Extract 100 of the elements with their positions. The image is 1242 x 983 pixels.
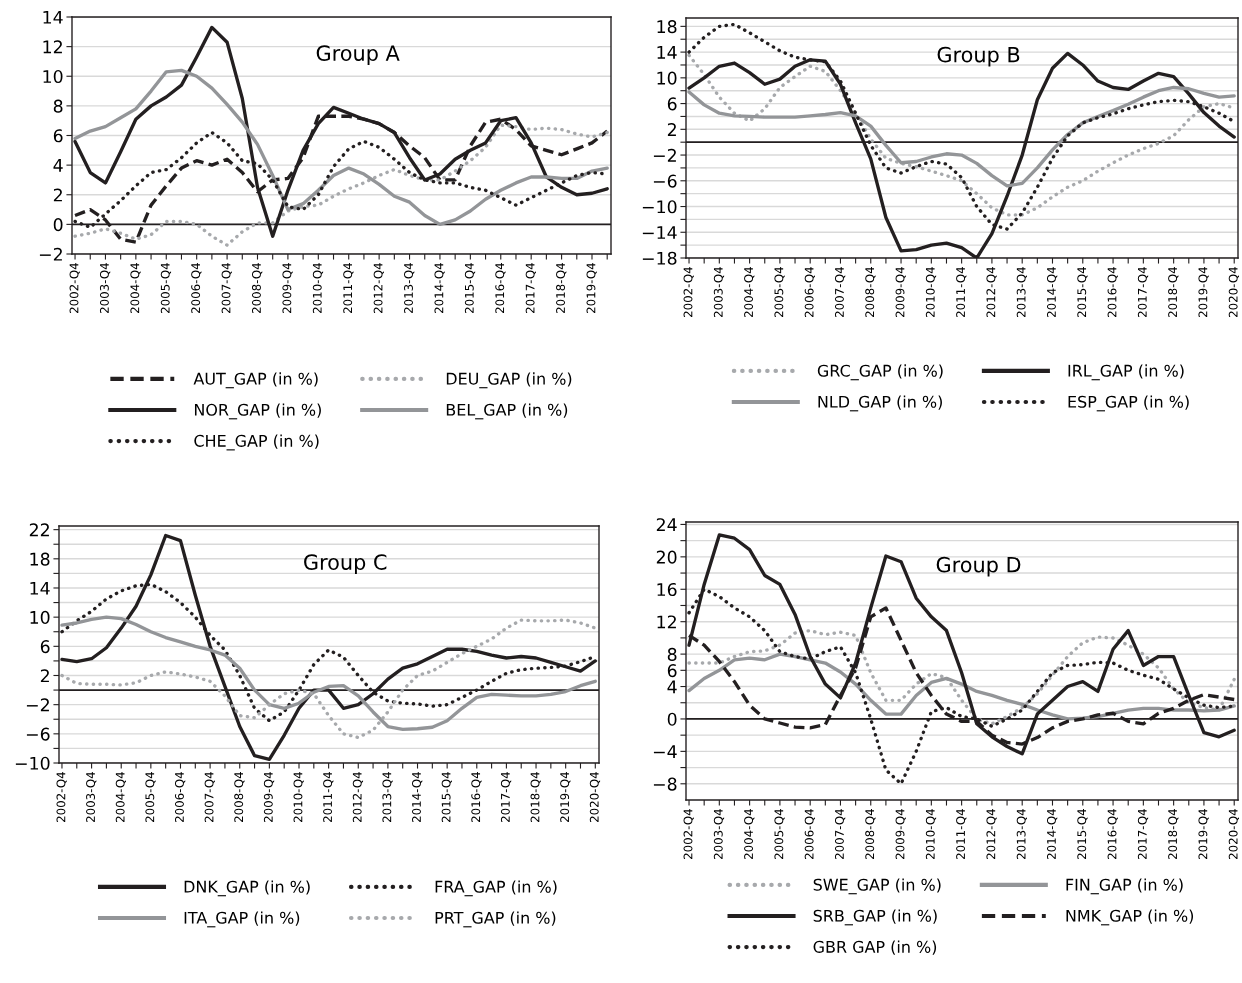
x-tick-label: 2012-Q4 xyxy=(373,263,384,313)
y-tick-label: 14 xyxy=(30,581,50,595)
y-tick-label: 4 xyxy=(667,680,677,694)
x-tick-label: 2017-Q4 xyxy=(1137,809,1149,860)
x-tick-label: 2005-Q4 xyxy=(160,263,172,313)
x-tick-label: 2016-Q4 xyxy=(495,263,506,313)
x-tick-label: 2015-Q4 xyxy=(464,263,476,313)
x-tick-label: 2019-Q4 xyxy=(1198,809,1209,860)
x-tick-label: 2008-Q4 xyxy=(234,772,245,823)
x-tick-label: 2010-Q4 xyxy=(925,809,937,860)
y-tick-label: −18 xyxy=(642,251,677,265)
legend-label: SWE_GAP (in %) xyxy=(813,878,941,895)
legend-label: FIN_GAP (in %) xyxy=(1066,878,1183,895)
y-tick-label: 10 xyxy=(43,69,63,84)
y-tick-label: −2 xyxy=(26,698,49,712)
x-tick-label: 2015-Q4 xyxy=(1077,809,1088,860)
x-tick-label: 2017-Q4 xyxy=(1137,267,1149,317)
x-tick-label: 2018-Q4 xyxy=(556,263,567,313)
legend-label: NMK_GAP (in %) xyxy=(1066,909,1194,926)
x-tick-label: 2019-Q4 xyxy=(1198,267,1209,317)
x-tick-label: 2003-Q4 xyxy=(713,267,725,317)
x-tick-label: 2002-Q4 xyxy=(683,809,694,860)
x-tick-label: 2011-Q4 xyxy=(323,772,334,823)
y-tick-label: 4 xyxy=(53,159,63,172)
legend-label: PRT_GAP (in %) xyxy=(435,911,556,928)
x-tick-label: 2003-Q4 xyxy=(86,772,97,823)
y-tick-label: 22 xyxy=(29,523,49,537)
x-tick-label: 2008-Q4 xyxy=(865,809,876,860)
y-tick-label: 2 xyxy=(53,188,62,202)
y-tick-label: 16 xyxy=(657,582,677,597)
x-tick-label: 2020-Q4 xyxy=(1228,267,1239,317)
y-tick-label: 6 xyxy=(667,97,677,111)
legend-label: FRA_GAP (in %) xyxy=(435,880,557,897)
x-tick-label: 2005-Q4 xyxy=(145,772,156,823)
x-tick-label: 2013-Q4 xyxy=(382,772,393,823)
x-tick-label: 2018-Q4 xyxy=(1168,267,1179,317)
y-tick-label: 12 xyxy=(43,40,62,54)
y-tick-label: 14 xyxy=(43,10,63,24)
y-tick-label: 18 xyxy=(657,20,677,34)
x-tick-label: 2012-Q4 xyxy=(986,267,997,317)
legend-label: GRC_GAP (in %) xyxy=(817,364,943,381)
y-tick-label: −2 xyxy=(653,148,676,162)
y-tick-label: 10 xyxy=(30,610,50,624)
x-tick-label: 2006-Q4 xyxy=(174,772,186,823)
y-tick-label: −4 xyxy=(653,745,677,758)
x-tick-label: 2004-Q4 xyxy=(744,809,755,860)
x-tick-label: 2008-Q4 xyxy=(865,267,876,317)
x-tick-label: 2018-Q4 xyxy=(1168,809,1179,860)
x-tick-label: 2015-Q4 xyxy=(1077,267,1088,317)
x-tick-label: 2003-Q4 xyxy=(99,263,111,313)
x-tick-label: 2007-Q4 xyxy=(221,263,232,313)
legend-label: DEU_GAP (in %) xyxy=(446,372,572,389)
text: Group B xyxy=(937,46,1020,67)
legend-label: DNK_GAP (in %) xyxy=(184,880,310,897)
y-tick-label: −2 xyxy=(39,247,62,261)
y-tick-label: 6 xyxy=(667,664,677,678)
x-tick-label: 2009-Q4 xyxy=(282,263,293,313)
x-tick-label: 2016-Q4 xyxy=(1107,267,1118,317)
x-tick-label: 2009-Q4 xyxy=(895,809,906,860)
y-tick-label: 24 xyxy=(656,518,677,532)
x-tick-label: 2017-Q4 xyxy=(500,772,512,823)
x-tick-label: 2010-Q4 xyxy=(293,772,304,823)
x-tick-label: 2013-Q4 xyxy=(1016,267,1027,317)
legend-label: NOR_GAP (in %) xyxy=(194,403,321,420)
x-tick-label: 2011-Q4 xyxy=(956,809,967,860)
x-tick-label: 2004-Q4 xyxy=(744,267,755,317)
x-tick-label: 2005-Q4 xyxy=(774,809,785,860)
x-tick-label: 2006-Q4 xyxy=(191,263,202,313)
x-tick-label: 2015-Q4 xyxy=(441,772,452,823)
x-tick-label: 2002-Q4 xyxy=(683,267,694,317)
y-tick-label: 18 xyxy=(30,552,50,566)
x-tick-label: 2007-Q4 xyxy=(834,267,846,317)
y-tick-label: 14 xyxy=(657,46,677,59)
x-tick-label: 2007-Q4 xyxy=(834,809,846,860)
x-tick-label: 2020-Q4 xyxy=(1228,809,1239,860)
legend-label: GBR GAP (in %) xyxy=(813,940,937,955)
text: Group A xyxy=(316,45,400,65)
y-tick-label: 6 xyxy=(40,640,50,654)
y-tick-label: 20 xyxy=(656,550,677,564)
x-tick-label: 2014-Q4 xyxy=(434,263,445,313)
x-tick-label: 2002-Q4 xyxy=(69,263,80,313)
x-tick-label: 2020-Q4 xyxy=(589,772,601,823)
text: Group D xyxy=(936,556,1021,577)
x-tick-label: 2002-Q4 xyxy=(56,772,67,823)
x-tick-label: 2019-Q4 xyxy=(586,263,597,313)
x-tick-label: 2010-Q4 xyxy=(925,267,937,317)
x-tick-label: 2016-Q4 xyxy=(471,772,482,823)
legend-label: IRL_GAP (in %) xyxy=(1068,364,1184,381)
y-tick-label: −8 xyxy=(653,777,677,791)
x-tick-label: 2014-Q4 xyxy=(1046,809,1058,860)
x-tick-label: 2004-Q4 xyxy=(115,772,126,823)
y-tick-label: 10 xyxy=(657,71,677,85)
legend-label: BEL_GAP (in %) xyxy=(446,403,568,420)
x-tick-label: 2011-Q4 xyxy=(956,267,967,317)
x-tick-label: 2014-Q4 xyxy=(1046,267,1058,317)
y-tick-label: −6 xyxy=(653,174,677,188)
y-tick-label: −10 xyxy=(642,200,677,214)
y-tick-label: −10 xyxy=(15,756,50,770)
x-tick-label: 2016-Q4 xyxy=(1107,809,1118,860)
x-tick-label: 2018-Q4 xyxy=(530,772,541,823)
